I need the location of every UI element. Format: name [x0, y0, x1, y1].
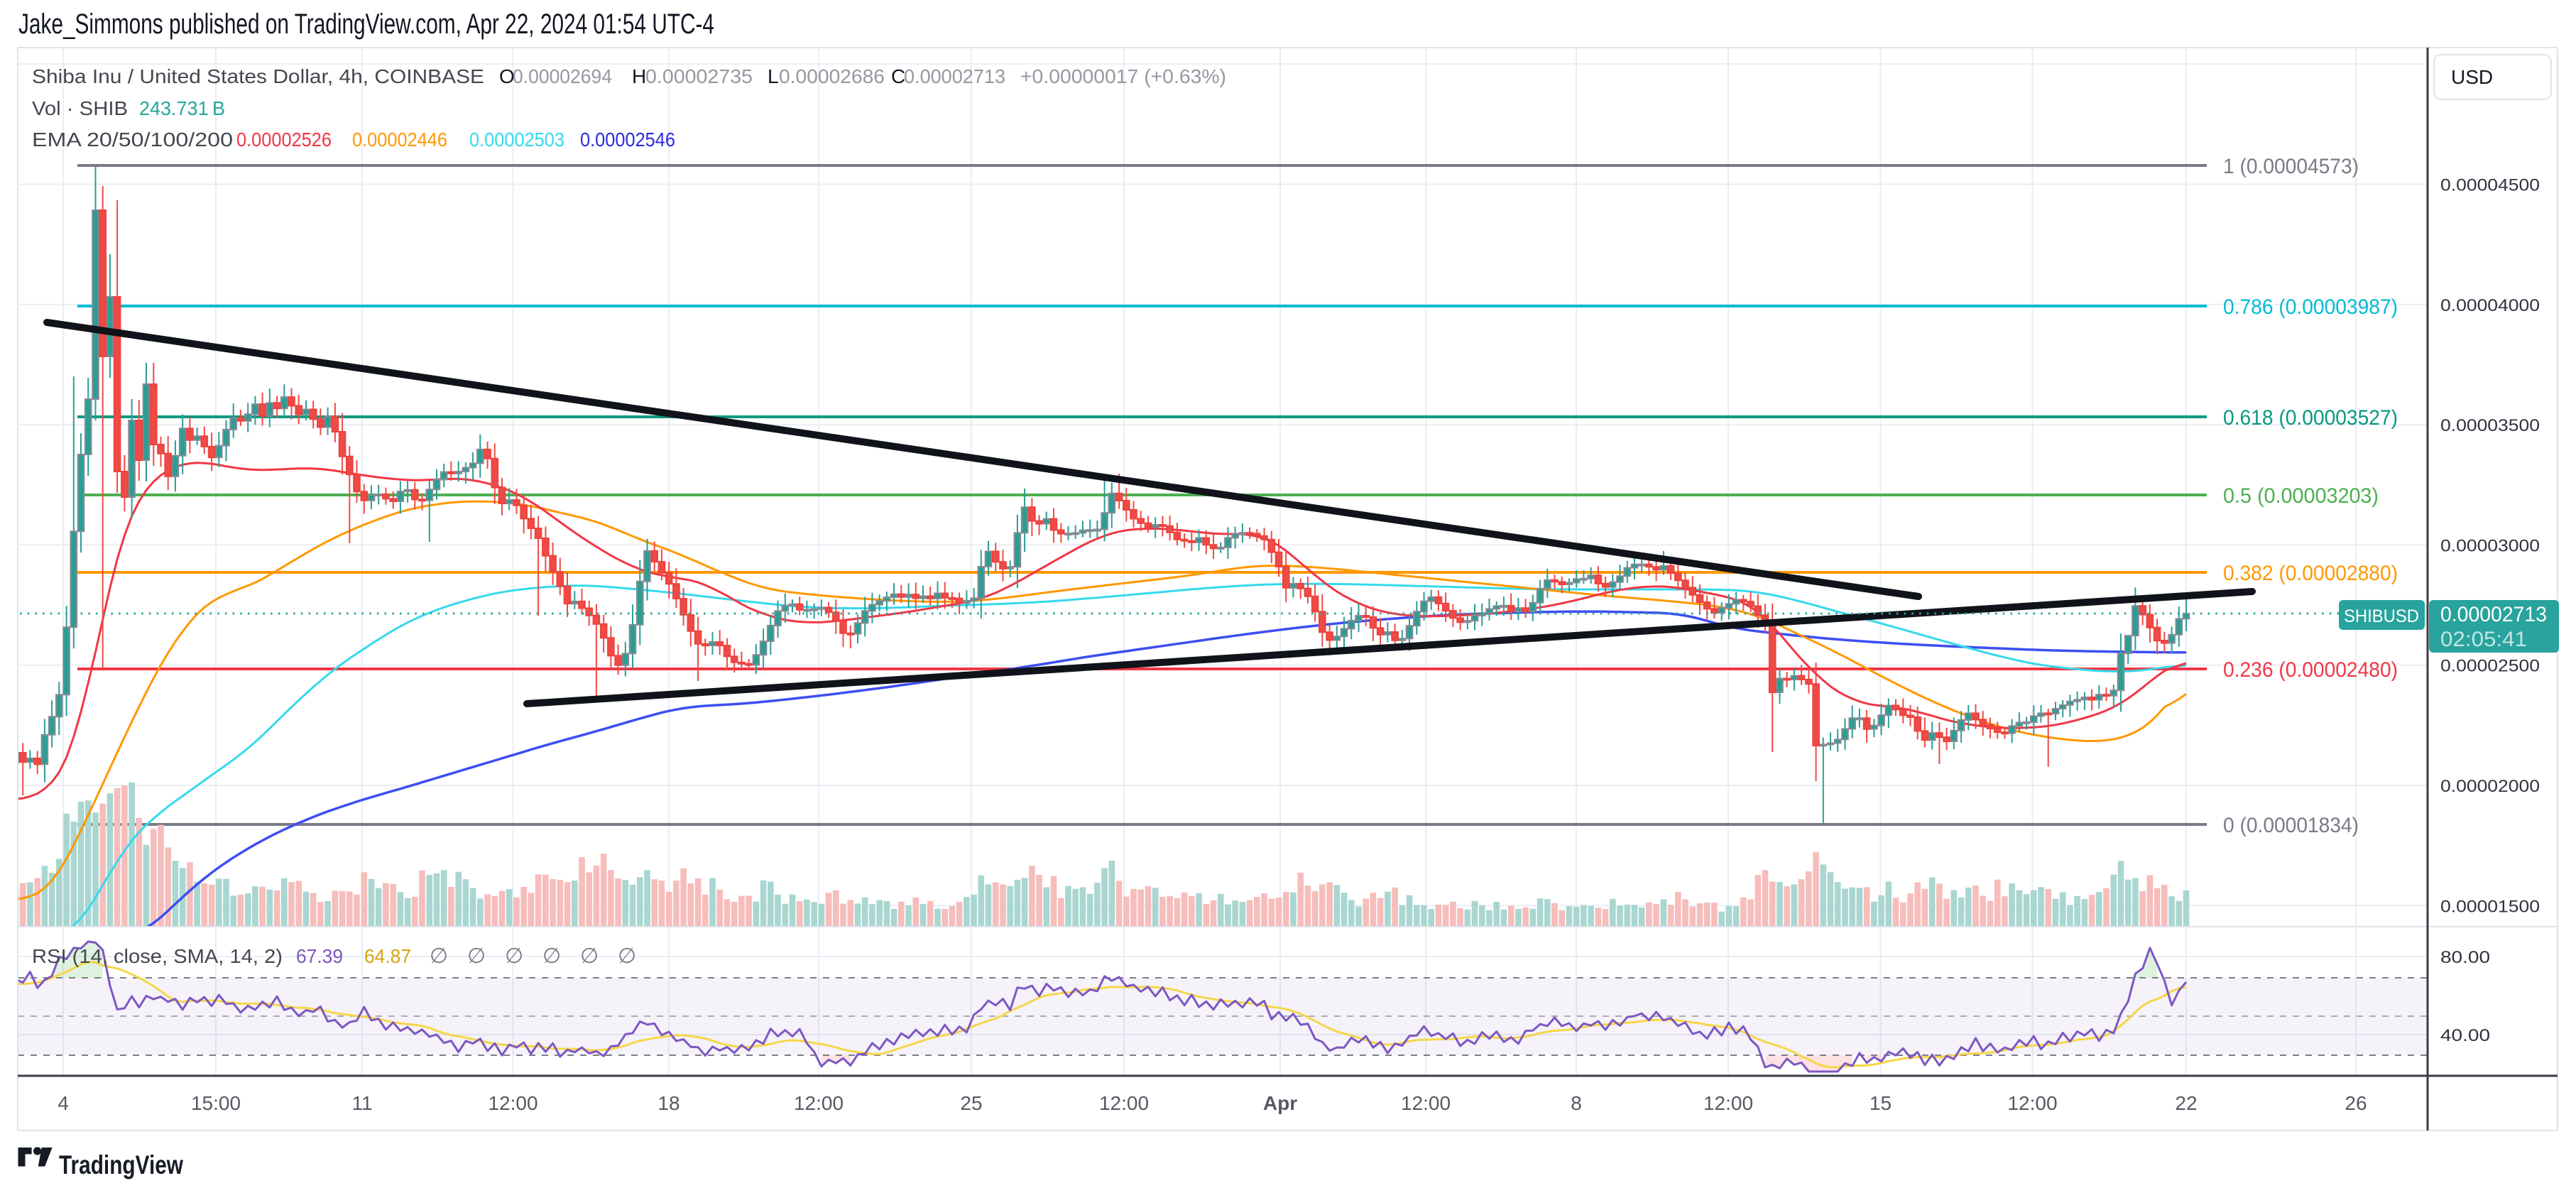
svg-text:15:00: 15:00 — [191, 1092, 241, 1114]
svg-text:12:00: 12:00 — [1703, 1092, 1753, 1114]
svg-text:0.00004000: 0.00004000 — [2440, 296, 2540, 315]
svg-text:80.00: 80.00 — [2440, 948, 2490, 967]
svg-text:12:00: 12:00 — [488, 1092, 537, 1114]
svg-text:TradingView: TradingView — [59, 1150, 183, 1179]
svg-text:Vol · SHIB: Vol · SHIB — [32, 97, 128, 119]
svg-text:EMA 20/50/100/200: EMA 20/50/100/200 — [32, 129, 233, 151]
svg-text:15: 15 — [1870, 1092, 1892, 1114]
svg-text:0.00002694: 0.00002694 — [513, 65, 612, 87]
svg-text:∅: ∅ — [430, 944, 448, 968]
svg-text:O: O — [499, 65, 515, 87]
svg-text:0.382 (0.00002880): 0.382 (0.00002880) — [2223, 562, 2398, 585]
svg-text:12:00: 12:00 — [1099, 1092, 1149, 1114]
svg-text:0.5 (0.00003203): 0.5 (0.00003203) — [2223, 484, 2379, 508]
svg-text:12:00: 12:00 — [2007, 1092, 2057, 1114]
svg-text:1 (0.00004573): 1 (0.00004573) — [2223, 155, 2359, 178]
svg-text:25: 25 — [960, 1092, 982, 1114]
svg-text:L: L — [768, 65, 779, 87]
svg-text:H: H — [632, 65, 646, 87]
svg-text:Shiba Inu / United States Doll: Shiba Inu / United States Dollar, 4h, CO… — [32, 65, 484, 87]
svg-text:0 (0.00001834): 0 (0.00001834) — [2223, 814, 2359, 837]
svg-text:67.39: 67.39 — [296, 945, 343, 967]
svg-text:12:00: 12:00 — [1401, 1092, 1451, 1114]
svg-text:∅: ∅ — [467, 944, 486, 968]
svg-text:∅: ∅ — [542, 944, 561, 968]
svg-text:0.00002713: 0.00002713 — [904, 65, 1005, 87]
svg-text:18: 18 — [657, 1092, 680, 1114]
svg-text:Jake_Simmons published on Trad: Jake_Simmons published on TradingView.co… — [18, 9, 714, 40]
svg-text:12:00: 12:00 — [794, 1092, 844, 1114]
svg-text:0.236 (0.00002480): 0.236 (0.00002480) — [2223, 658, 2398, 682]
svg-text:26: 26 — [2345, 1092, 2367, 1114]
svg-text:02:05:41: 02:05:41 — [2440, 628, 2527, 651]
svg-text:0.00002000: 0.00002000 — [2440, 777, 2540, 796]
svg-text:USD: USD — [2451, 66, 2493, 88]
svg-text:0.00002546: 0.00002546 — [580, 129, 675, 151]
svg-text:11: 11 — [351, 1092, 372, 1114]
svg-text:C: C — [891, 65, 905, 87]
svg-text:0.00002735: 0.00002735 — [645, 65, 753, 87]
svg-text:243.731 B: 243.731 B — [139, 97, 225, 119]
svg-text:SHIBUSD: SHIBUSD — [2344, 606, 2419, 626]
svg-text:∅: ∅ — [580, 944, 599, 968]
svg-text:0.618 (0.00003527): 0.618 (0.00003527) — [2223, 406, 2398, 430]
svg-text:0.00002686: 0.00002686 — [779, 65, 885, 87]
svg-text:∅: ∅ — [618, 944, 636, 968]
svg-text:RSI (14, close, SMA, 14, 2): RSI (14, close, SMA, 14, 2) — [32, 945, 283, 967]
svg-text:0.00003000: 0.00003000 — [2440, 536, 2540, 555]
svg-text:64.87: 64.87 — [364, 945, 411, 967]
svg-text:0.00002503: 0.00002503 — [469, 129, 564, 151]
svg-text:0.786 (0.00003987): 0.786 (0.00003987) — [2223, 295, 2398, 319]
svg-text:8: 8 — [1571, 1092, 1582, 1114]
svg-text:40.00: 40.00 — [2440, 1026, 2490, 1045]
svg-text:0.00002446: 0.00002446 — [352, 129, 447, 151]
svg-text:0.00002500: 0.00002500 — [2440, 657, 2540, 676]
svg-text:0.00003500: 0.00003500 — [2440, 416, 2540, 435]
svg-text:Apr: Apr — [1263, 1092, 1297, 1114]
svg-text:0.00001500: 0.00001500 — [2440, 897, 2540, 916]
svg-text:0.00002713: 0.00002713 — [2440, 603, 2547, 626]
svg-text:4: 4 — [58, 1092, 69, 1114]
svg-text:+0.00000017 (+0.63%): +0.00000017 (+0.63%) — [1020, 65, 1226, 87]
svg-text:22: 22 — [2175, 1092, 2197, 1114]
svg-text:0.00002526: 0.00002526 — [236, 129, 332, 151]
svg-text:0.00004500: 0.00004500 — [2440, 176, 2540, 195]
svg-text:∅: ∅ — [505, 944, 523, 968]
